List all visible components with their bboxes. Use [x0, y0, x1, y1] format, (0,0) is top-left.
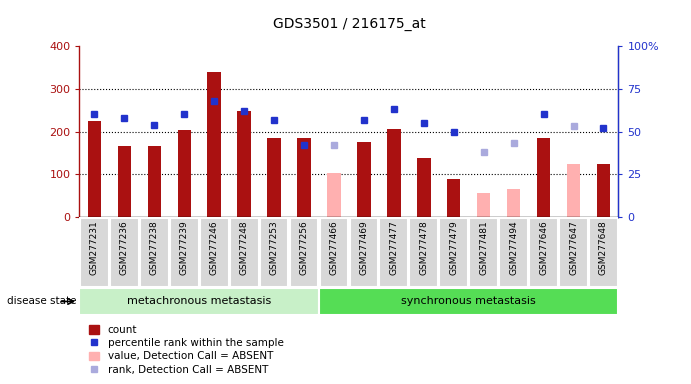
FancyBboxPatch shape — [379, 218, 408, 286]
Text: GSM277646: GSM277646 — [539, 220, 548, 275]
FancyBboxPatch shape — [589, 218, 618, 286]
Bar — [267, 138, 281, 217]
Bar — [297, 138, 311, 217]
Bar — [319, 288, 618, 315]
Bar — [88, 121, 101, 217]
FancyBboxPatch shape — [320, 218, 348, 286]
Bar — [148, 146, 161, 217]
FancyBboxPatch shape — [290, 218, 319, 286]
Text: GSM277481: GSM277481 — [479, 220, 489, 275]
Bar — [507, 189, 520, 217]
FancyBboxPatch shape — [200, 218, 229, 286]
Bar — [207, 72, 221, 217]
Bar — [447, 179, 460, 217]
Text: metachronous metastasis: metachronous metastasis — [127, 296, 272, 306]
Text: GSM277253: GSM277253 — [269, 220, 278, 275]
FancyBboxPatch shape — [439, 218, 468, 286]
FancyBboxPatch shape — [140, 218, 169, 286]
Text: GSM277479: GSM277479 — [449, 220, 458, 275]
Text: GSM277466: GSM277466 — [330, 220, 339, 275]
Text: GSM277469: GSM277469 — [359, 220, 368, 275]
Bar — [117, 146, 131, 217]
Bar — [567, 164, 580, 217]
Text: GSM277648: GSM277648 — [599, 220, 608, 275]
Bar — [79, 288, 319, 315]
Bar — [178, 130, 191, 217]
Bar — [328, 174, 341, 217]
Text: GSM277239: GSM277239 — [180, 220, 189, 275]
Bar — [537, 138, 550, 217]
Text: GSM277256: GSM277256 — [299, 220, 309, 275]
Bar — [597, 164, 610, 217]
FancyBboxPatch shape — [260, 218, 288, 286]
Bar — [387, 129, 401, 217]
Text: GSM277494: GSM277494 — [509, 220, 518, 275]
Text: GSM277477: GSM277477 — [389, 220, 399, 275]
Text: GSM277248: GSM277248 — [240, 220, 249, 275]
Text: GSM277231: GSM277231 — [90, 220, 99, 275]
Bar — [417, 158, 430, 217]
Bar — [357, 142, 370, 217]
Text: GSM277478: GSM277478 — [419, 220, 428, 275]
Text: GSM277238: GSM277238 — [150, 220, 159, 275]
FancyBboxPatch shape — [170, 218, 198, 286]
Text: disease state: disease state — [7, 296, 77, 306]
FancyBboxPatch shape — [559, 218, 588, 286]
FancyBboxPatch shape — [410, 218, 438, 286]
Text: GDS3501 / 216175_at: GDS3501 / 216175_at — [272, 17, 426, 31]
Text: GSM277236: GSM277236 — [120, 220, 129, 275]
FancyBboxPatch shape — [350, 218, 378, 286]
FancyBboxPatch shape — [230, 218, 258, 286]
Text: synchronous metastasis: synchronous metastasis — [401, 296, 536, 306]
Bar — [238, 111, 251, 217]
Text: GSM277246: GSM277246 — [209, 220, 219, 275]
Legend: count, percentile rank within the sample, value, Detection Call = ABSENT, rank, : count, percentile rank within the sample… — [85, 321, 287, 379]
FancyBboxPatch shape — [529, 218, 558, 286]
FancyBboxPatch shape — [110, 218, 139, 286]
FancyBboxPatch shape — [80, 218, 108, 286]
Bar — [477, 194, 491, 217]
Text: GSM277647: GSM277647 — [569, 220, 578, 275]
FancyBboxPatch shape — [469, 218, 498, 286]
FancyBboxPatch shape — [500, 218, 528, 286]
